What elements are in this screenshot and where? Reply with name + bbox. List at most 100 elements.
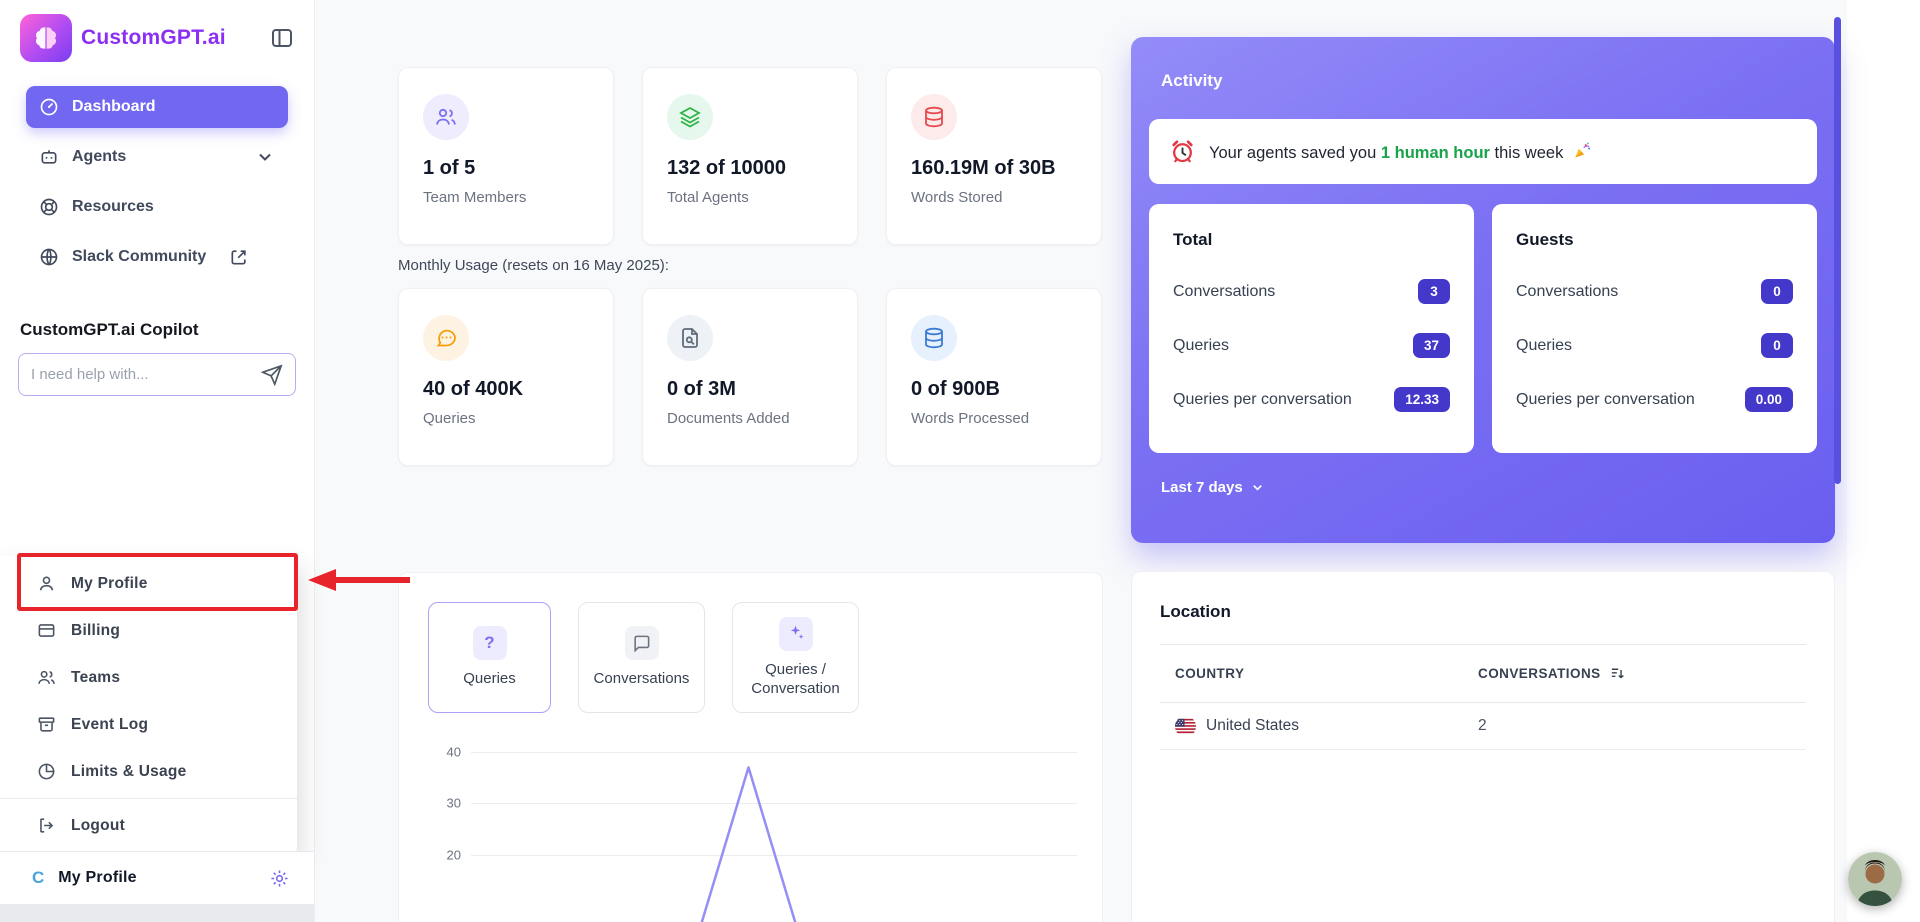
chat-bubble-icon [423, 315, 469, 361]
gear-icon[interactable] [269, 868, 290, 889]
menu-item-event-log[interactable]: Event Log [0, 701, 297, 748]
copilot-input[interactable] [31, 366, 261, 383]
stat-label: Queries [423, 410, 476, 427]
stat-card-documents-added: 0 of 3M Documents Added [642, 288, 858, 466]
table-header: COUNTRY CONVERSATIONS [1160, 645, 1806, 703]
stat-value: 160.19M of 30B [911, 157, 1056, 179]
table-row[interactable]: United States 2 [1160, 703, 1806, 750]
sidebar-header: CustomGPT.ai [0, 0, 314, 62]
metric-row: Queries per conversation 12.33 [1173, 387, 1450, 412]
copilot-label: CustomGPT.ai Copilot [20, 320, 199, 339]
database-icon [911, 315, 957, 361]
dashboard-icon [40, 98, 58, 116]
activity-card-guests: Guests Conversations 0 Queries 0 Queries… [1492, 204, 1817, 453]
user-icon [39, 576, 54, 591]
layers-icon [667, 94, 713, 140]
usage-chart-card: ? Queries Conversations [398, 572, 1103, 922]
saved-hours-text: Your agents saved you 1 human hour this … [1209, 141, 1592, 163]
stat-label: Total Agents [667, 189, 749, 206]
tab-label: Conversations [593, 670, 690, 688]
menu-label: Event Log [71, 715, 149, 733]
sidebar-item-resources[interactable]: Resources [26, 186, 288, 228]
credit-card-icon [38, 624, 55, 637]
stat-label: Words Stored [911, 189, 1003, 206]
pie-chart-icon [38, 763, 55, 780]
sidebar-item-dashboard[interactable]: Dashboard [26, 86, 288, 128]
tab-queries[interactable]: ? Queries [428, 602, 551, 713]
chat-square-icon [624, 626, 659, 661]
column-country: COUNTRY [1175, 666, 1245, 681]
stat-card-total-agents: 132 of 10000 Total Agents [642, 67, 858, 245]
chevron-down-icon [259, 153, 271, 161]
profile-footer[interactable]: C My Profile [0, 851, 314, 904]
stat-value: 1 of 5 [423, 157, 476, 179]
team-members-icon [423, 94, 469, 140]
stat-value: 132 of 10000 [667, 157, 786, 179]
gridline [471, 855, 1077, 856]
metric-row: Conversations 0 [1516, 279, 1793, 304]
date-range-selector[interactable]: Last 7 days [1161, 479, 1265, 496]
menu-item-teams[interactable]: Teams [0, 654, 297, 701]
activity-panel: Activity Your agents saved you 1 human h… [1131, 37, 1835, 543]
brand-name: CustomGPT.ai [81, 26, 226, 49]
metric-badge: 0 [1761, 279, 1793, 304]
stat-value: 0 of 3M [667, 378, 736, 400]
metric-badge: 0 [1761, 333, 1793, 358]
metric-badge: 37 [1412, 333, 1450, 358]
card-title: Total [1173, 230, 1213, 249]
activity-cards: Total Conversations 3 Queries 37 Queries… [1149, 204, 1817, 453]
menu-item-limits-usage[interactable]: Limits & Usage [0, 748, 297, 795]
metric-badge: 3 [1418, 279, 1450, 304]
right-margin [1847, 0, 1920, 922]
customgpt-logo-icon[interactable] [20, 14, 72, 62]
stats-row-monthly: 40 of 400K Queries 0 of 3M Documents Add… [398, 288, 1103, 466]
menu-item-billing[interactable]: Billing [0, 607, 297, 654]
users-icon [38, 670, 55, 684]
sort-icon[interactable] [1609, 665, 1626, 682]
stats-row-plan: 1 of 5 Team Members 132 of 10000 Total A… [398, 67, 1103, 245]
metric-badge: 0.00 [1744, 387, 1793, 412]
metric-row: Queries 37 [1173, 333, 1450, 358]
country-name: United States [1206, 717, 1300, 734]
y-axis-tick: 20 [446, 847, 461, 863]
scrollbar[interactable] [1834, 17, 1841, 484]
menu-label: Teams [71, 668, 121, 686]
sidebar-collapse-icon[interactable] [270, 26, 294, 50]
nav-label: Slack Community [72, 248, 207, 265]
external-link-icon [231, 250, 246, 265]
sidebar-item-agents[interactable]: Agents [26, 136, 288, 178]
question-icon: ? [472, 626, 507, 661]
copilot-input-wrap [18, 353, 296, 396]
card-title: Guests [1516, 230, 1574, 249]
location-title: Location [1160, 602, 1231, 621]
sidebar-item-slack-community[interactable]: Slack Community [26, 236, 288, 278]
menu-divider [0, 798, 297, 799]
document-search-icon [667, 315, 713, 361]
menu-label: My Profile [71, 574, 148, 592]
archive-icon [38, 717, 55, 732]
tab-conversations[interactable]: Conversations [578, 602, 705, 713]
saved-hours-highlight: 1 human hour [1380, 143, 1490, 162]
metric-row: Conversations 3 [1173, 279, 1450, 304]
database-icon [911, 94, 957, 140]
monthly-usage-label: Monthly Usage (resets on 16 May 2025): [398, 257, 669, 274]
question-glyph: ? [484, 633, 495, 653]
column-conversations: CONVERSATIONS [1478, 666, 1601, 681]
saved-hours-banner: Your agents saved you 1 human hour this … [1149, 119, 1817, 184]
resources-icon [40, 198, 58, 216]
alarm-clock-icon [1172, 140, 1193, 163]
nav-label: Agents [72, 148, 127, 165]
gridline [471, 803, 1077, 804]
menu-item-logout[interactable]: Logout [0, 802, 297, 849]
menu-item-my-profile[interactable]: My Profile [0, 560, 297, 607]
us-flag-icon [1175, 716, 1196, 737]
webcam-avatar[interactable] [1848, 852, 1902, 906]
send-icon[interactable] [260, 363, 283, 386]
main-content: 1 of 5 Team Members 132 of 10000 Total A… [315, 0, 1847, 922]
sparkle-icon [778, 616, 813, 651]
gridline [471, 752, 1077, 753]
tab-queries-per-conversation[interactable]: Queries / Conversation [732, 602, 859, 713]
menu-label: Logout [71, 816, 126, 834]
sidebar-under-strip [0, 904, 314, 922]
activity-title: Activity [1161, 71, 1223, 90]
